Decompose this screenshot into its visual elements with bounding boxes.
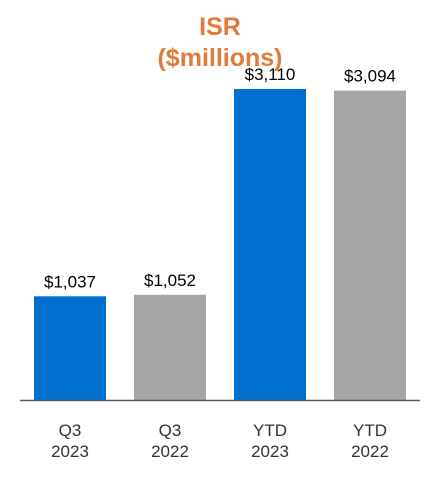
x-tick-label: Q3 xyxy=(59,421,82,440)
x-tick-label: Q3 xyxy=(159,421,182,440)
bar xyxy=(134,294,206,400)
data-label: $1,052 xyxy=(144,271,196,290)
x-tick-label: 2023 xyxy=(251,442,289,461)
data-label: $3,110 xyxy=(245,65,296,84)
x-tick-label: 2022 xyxy=(151,442,189,461)
data-label: $3,094 xyxy=(344,67,396,86)
x-tick-label: 2023 xyxy=(51,442,89,461)
chart-title: ISR xyxy=(199,13,241,41)
chart-title-block: ISR ($millions) xyxy=(0,12,440,74)
bar xyxy=(334,90,406,400)
chart-subtitle: ($millions) xyxy=(157,44,283,72)
data-label: $1,037 xyxy=(44,272,96,291)
x-tick-label: 2022 xyxy=(351,442,389,461)
x-tick-label: YTD xyxy=(353,421,387,440)
x-tick-label: YTD xyxy=(253,421,287,440)
bar xyxy=(234,89,306,400)
bar xyxy=(34,296,106,400)
